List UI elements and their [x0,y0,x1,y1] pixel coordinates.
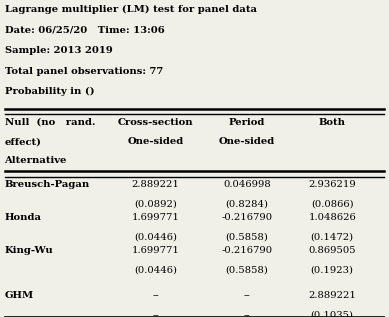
Text: Sample: 2013 2019: Sample: 2013 2019 [5,46,112,55]
Text: (0.1472): (0.1472) [310,232,354,241]
Text: (0.8284): (0.8284) [225,199,268,208]
Text: 1.699771: 1.699771 [132,246,180,255]
Text: (0.5858): (0.5858) [225,232,268,241]
Text: --: -- [152,311,159,317]
Text: (0.0866): (0.0866) [311,199,354,208]
Text: 1.048626: 1.048626 [308,213,356,222]
Text: 1.699771: 1.699771 [132,213,180,222]
Text: -0.216790: -0.216790 [221,213,272,222]
Text: Null  (no   rand.: Null (no rand. [5,118,95,126]
Text: effect): effect) [5,137,42,146]
Text: 0.869505: 0.869505 [308,246,356,255]
Text: 2.889221: 2.889221 [308,291,356,301]
Text: Probability in (): Probability in () [5,87,94,96]
Text: (0.0446): (0.0446) [134,265,177,274]
Text: One-sided: One-sided [128,137,184,146]
Text: --: -- [244,311,250,317]
Text: One-sided: One-sided [219,137,275,146]
Text: (0.1035): (0.1035) [310,311,354,317]
Text: Lagrange multiplier (LM) test for panel data: Lagrange multiplier (LM) test for panel … [5,5,257,14]
Text: (0.5858): (0.5858) [225,265,268,274]
Text: Date: 06/25/20   Time: 13:06: Date: 06/25/20 Time: 13:06 [5,26,164,35]
Text: Total panel observations: 77: Total panel observations: 77 [5,67,163,76]
Text: (0.0446): (0.0446) [134,232,177,241]
Text: King-Wu: King-Wu [5,246,53,255]
Text: Both: Both [319,118,345,126]
Text: GHM: GHM [5,291,34,301]
Text: Honda: Honda [5,213,42,222]
Text: (0.1923): (0.1923) [310,265,354,274]
Text: -0.216790: -0.216790 [221,246,272,255]
Text: --: -- [244,291,250,301]
Text: Cross-section: Cross-section [118,118,194,126]
Text: Alternative: Alternative [5,157,67,165]
Text: (0.0892): (0.0892) [134,199,177,208]
Text: Breusch-Pagan: Breusch-Pagan [5,180,90,189]
Text: Period: Period [229,118,265,126]
Text: 0.046998: 0.046998 [223,180,271,189]
Text: 2.889221: 2.889221 [132,180,180,189]
Text: 2.936219: 2.936219 [308,180,356,189]
Text: --: -- [152,291,159,301]
